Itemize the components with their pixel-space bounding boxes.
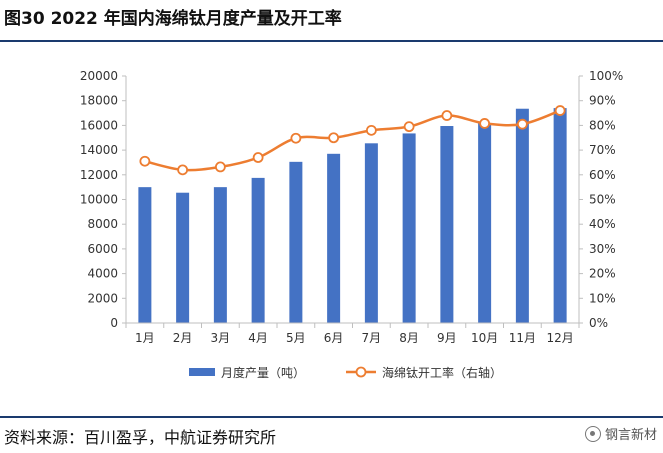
header-rule: [0, 40, 663, 42]
bar-10月: [478, 122, 492, 324]
y-left-tick-label: 4000: [87, 267, 118, 281]
bar-9月: [440, 126, 454, 323]
line-point-11月: [516, 118, 528, 130]
bar-7月: [364, 143, 378, 323]
source-note: 资料来源：百川盈孚，中航证券研究所: [4, 428, 277, 447]
y-right-tick-label: 80%: [589, 118, 616, 132]
line-point-7月: [365, 124, 377, 136]
y-left-tick-label: 14000: [80, 143, 118, 157]
axes: 1月 2月 3月 4月 5月 6月 7月 8月 9月 10月 11月 12月 0 2000 4000 6000…: [80, 69, 624, 345]
x-tick-label: 6月: [324, 331, 344, 345]
legend: 月度产量（吨） 海绵钛开工率（右轴）: [189, 365, 502, 380]
line-point-2月: [177, 164, 189, 176]
y-left-tick-label: 2000: [87, 291, 118, 305]
line-point-5月: [290, 132, 302, 144]
watermark-label: 钢言新材: [604, 428, 657, 443]
bar-12月: [553, 108, 567, 323]
footer-rule: [0, 416, 663, 418]
y-right-tick-label: 10%: [589, 291, 616, 305]
x-tick-label: 9月: [437, 331, 457, 345]
bar-2月: [176, 192, 190, 323]
line-point-10月: [479, 118, 491, 129]
wechat-icon: [584, 425, 601, 442]
chart-title: 图30 2022 年国内海绵钛月度产量及开工率: [4, 9, 342, 29]
y-left-tick-label: 18000: [80, 94, 118, 108]
bar-6月: [327, 153, 341, 323]
bar-11月: [515, 108, 529, 323]
y-right-tick-label: 40%: [589, 217, 616, 231]
x-tick-label: 12月: [546, 331, 573, 345]
line-point-3月: [214, 161, 226, 173]
line-point-12月: [554, 105, 566, 116]
line-point-8月: [403, 121, 415, 133]
watermark: 钢言新材: [584, 424, 657, 443]
x-tick-label: 8月: [399, 331, 419, 345]
y-right-tick-label: 20%: [589, 267, 616, 281]
y-right-tick-label: 60%: [589, 168, 616, 182]
y-left-tick-label: 12000: [80, 168, 118, 182]
bar-series: [138, 108, 567, 324]
line-point-6月: [328, 132, 340, 144]
legend-bar-swatch: [189, 368, 215, 376]
y-left-tick-label: 16000: [80, 118, 118, 132]
line-point-1月: [139, 155, 151, 167]
x-tick-label: 2月: [173, 331, 193, 345]
y-left-tick-label: 20000: [80, 69, 118, 83]
legend-line-label: 海绵钛开工率（右轴）: [382, 365, 502, 380]
y-right-tick-label: 30%: [589, 242, 616, 256]
bar-3月: [213, 187, 227, 323]
x-tick-label: 7月: [362, 331, 382, 345]
x-tick-label: 10月: [471, 331, 498, 345]
legend-bar-label: 月度产量（吨）: [221, 365, 305, 380]
utilization-line: [144, 109, 561, 172]
y-right-tick-label: 50%: [589, 193, 616, 207]
line-point-9月: [441, 110, 453, 121]
x-tick-label: 4月: [248, 331, 268, 345]
y-right-tick-label: 70%: [589, 143, 616, 157]
y-left-tick-label: 8000: [87, 217, 118, 231]
line-point-4月: [252, 152, 264, 163]
y-right-tick-label: 0%: [589, 316, 608, 330]
legend-line-marker: [355, 366, 367, 378]
y-left-tick-label: 10000: [80, 193, 118, 207]
bar-4月: [251, 177, 265, 323]
x-tick-label: 11月: [509, 331, 536, 345]
line-series: [139, 105, 566, 176]
x-tick-label: 3月: [211, 331, 231, 345]
bar-1月: [138, 187, 152, 323]
bar-8月: [402, 133, 416, 323]
x-tick-label: 1月: [135, 331, 155, 345]
y-right-tick-label: 100%: [589, 69, 623, 83]
y-right-tick-label: 90%: [589, 94, 616, 108]
y-left-tick-label: 6000: [87, 242, 118, 256]
bar-5月: [289, 161, 303, 323]
x-tick-label: 5月: [286, 331, 306, 345]
y-left-tick-label: 0: [110, 316, 118, 330]
